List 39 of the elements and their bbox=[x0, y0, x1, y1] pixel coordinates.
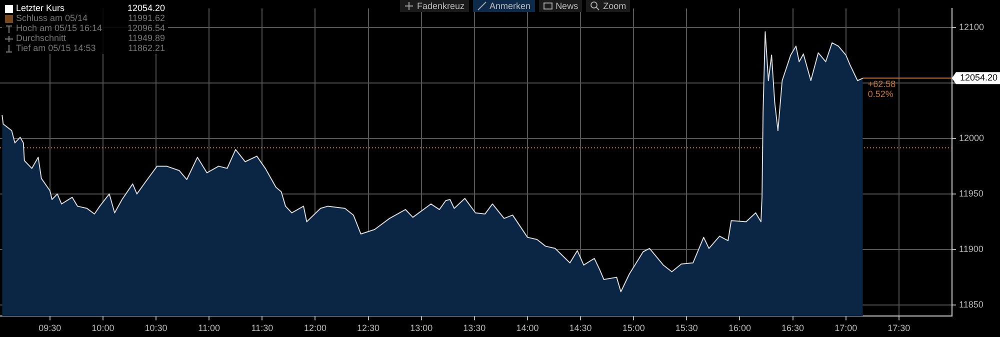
annotation: Zoom bbox=[586, 0, 630, 12]
x-tick-label: 13:00 bbox=[410, 323, 433, 334]
x-tick-label: 09:30 bbox=[38, 323, 62, 334]
annotation: Anmerken bbox=[472, 0, 535, 12]
annotation: Tief am 05/15 14:53 bbox=[16, 43, 96, 53]
x-tick-label: 17:00 bbox=[834, 323, 858, 334]
y-tick-label: 11850 bbox=[959, 300, 984, 310]
legend-label: Schluss am 05/14 bbox=[16, 13, 88, 23]
x-tick-label: 13:30 bbox=[463, 323, 486, 334]
x-tick-label: 11:30 bbox=[251, 323, 274, 334]
annotation: 11949.89 bbox=[128, 33, 165, 43]
x-tick-label: 15:30 bbox=[675, 323, 698, 334]
x-tick-label: 16:00 bbox=[728, 323, 752, 334]
annotation: 12054.20 bbox=[127, 3, 165, 13]
x-tick-label: 14:30 bbox=[569, 323, 592, 334]
x-tick-label: 10:00 bbox=[92, 323, 114, 334]
x-tick-label: 11:00 bbox=[198, 323, 220, 334]
ref-line-label: 12054.20 bbox=[960, 72, 998, 83]
annotation: Durchschnitt bbox=[16, 33, 66, 43]
annotation: +62.58 bbox=[868, 79, 896, 90]
y-tick-label: 11950 bbox=[959, 188, 984, 198]
annotation: Fadenkreuz bbox=[400, 0, 469, 12]
annotation: News bbox=[538, 0, 582, 12]
y-tick-label: 12000 bbox=[959, 132, 984, 143]
y-tick-label: 11900 bbox=[959, 244, 984, 254]
annotation: 11991.62 bbox=[128, 13, 165, 23]
annotation: Hoch am 05/15 16:14 bbox=[16, 23, 102, 33]
x-tick-label: 15:00 bbox=[622, 323, 645, 334]
x-tick-label: 16:30 bbox=[782, 323, 804, 334]
annotation: 0.52% bbox=[868, 89, 894, 100]
x-tick-label: 12:00 bbox=[304, 323, 326, 334]
x-tick-label: 14:00 bbox=[516, 323, 539, 334]
x-tick-label: 17:30 bbox=[888, 323, 910, 334]
annotation: 11862.21 bbox=[128, 43, 165, 53]
y-tick-label: 12100 bbox=[959, 22, 984, 32]
annotation: 12096.54 bbox=[127, 23, 165, 33]
text: Letzter Kurs bbox=[16, 3, 65, 13]
x-tick-label: 10:30 bbox=[144, 323, 168, 334]
x-tick-label: 12:30 bbox=[357, 323, 380, 334]
